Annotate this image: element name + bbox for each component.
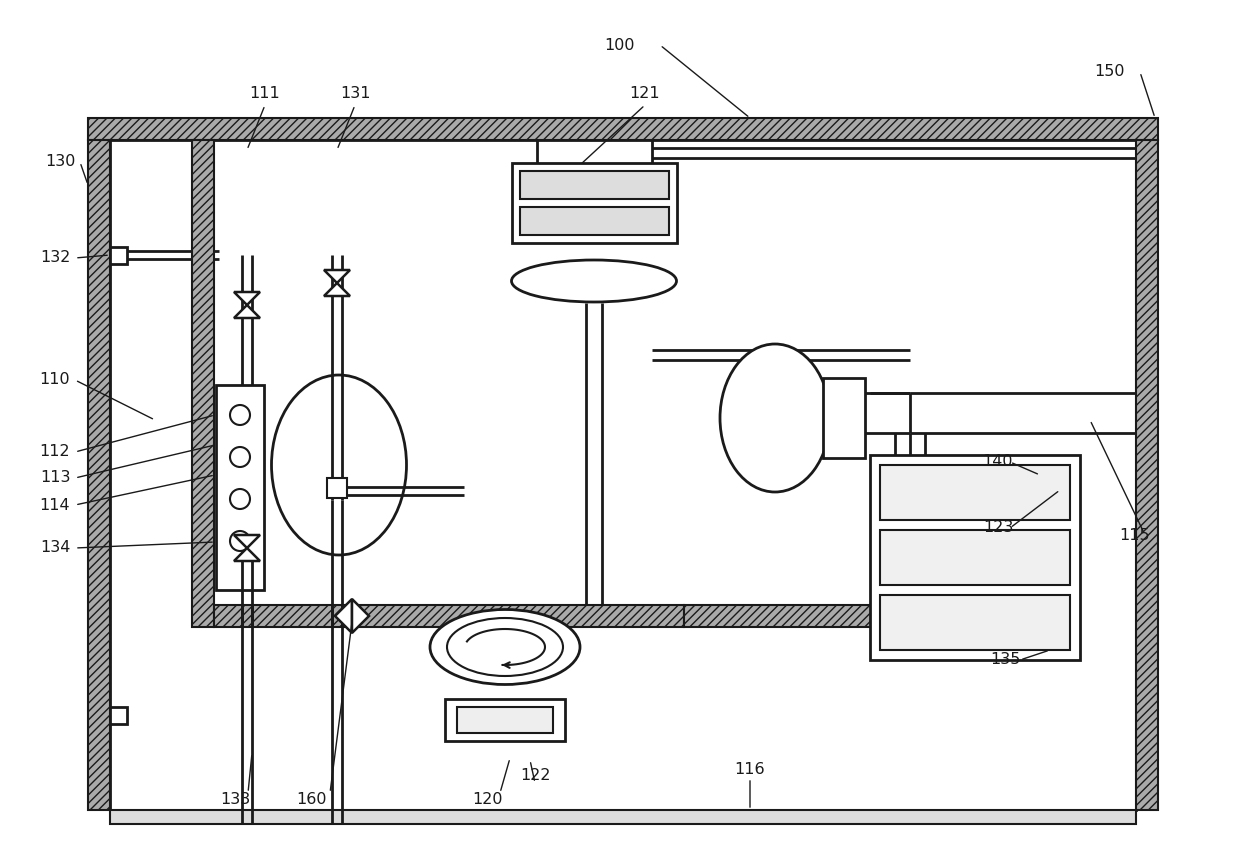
Bar: [880, 530, 1070, 585]
Bar: [684, 605, 901, 627]
Text: 130: 130: [45, 154, 76, 170]
Polygon shape: [324, 270, 350, 283]
Text: 122: 122: [520, 767, 551, 783]
Bar: [1136, 140, 1158, 810]
Ellipse shape: [446, 618, 563, 676]
Circle shape: [229, 531, 250, 551]
Bar: [110, 247, 126, 264]
Circle shape: [229, 447, 250, 467]
Bar: [512, 163, 677, 243]
Bar: [110, 707, 126, 724]
Polygon shape: [352, 599, 370, 633]
Text: 113: 113: [40, 471, 71, 486]
Text: 120: 120: [472, 792, 503, 807]
Bar: [823, 378, 866, 458]
Text: 135: 135: [990, 653, 1021, 668]
Bar: [870, 455, 1080, 660]
Polygon shape: [234, 292, 260, 305]
Circle shape: [229, 405, 250, 425]
Text: 114: 114: [40, 498, 71, 512]
Text: 150: 150: [1095, 64, 1125, 80]
Text: 140: 140: [983, 454, 1013, 470]
Polygon shape: [234, 548, 260, 561]
Bar: [88, 118, 1158, 140]
Polygon shape: [335, 599, 352, 633]
Bar: [520, 171, 670, 199]
Text: 115: 115: [1120, 527, 1151, 543]
Bar: [880, 595, 1070, 650]
Ellipse shape: [720, 344, 830, 492]
Bar: [445, 699, 565, 741]
Bar: [216, 385, 264, 590]
Text: 133: 133: [219, 792, 250, 807]
Polygon shape: [234, 305, 260, 318]
Ellipse shape: [430, 610, 580, 685]
Bar: [458, 707, 553, 733]
Text: 123: 123: [983, 520, 1013, 536]
Bar: [327, 478, 347, 498]
Bar: [88, 140, 110, 810]
Ellipse shape: [511, 260, 677, 302]
Text: 111: 111: [249, 86, 280, 101]
Ellipse shape: [272, 375, 407, 555]
Bar: [110, 810, 1136, 824]
Text: 132: 132: [40, 251, 71, 265]
Text: 121: 121: [630, 86, 661, 101]
Polygon shape: [234, 535, 260, 548]
Circle shape: [229, 489, 250, 509]
Text: 160: 160: [296, 792, 327, 807]
Bar: [520, 207, 670, 235]
Polygon shape: [324, 283, 350, 296]
Bar: [110, 140, 1136, 810]
Text: 112: 112: [40, 445, 71, 460]
Text: 134: 134: [40, 540, 71, 556]
Bar: [880, 465, 1070, 520]
Text: 100: 100: [605, 37, 635, 53]
Text: 116: 116: [734, 762, 765, 778]
Bar: [192, 140, 215, 627]
Text: 131: 131: [340, 86, 371, 101]
Text: 110: 110: [40, 373, 71, 388]
Bar: [215, 605, 684, 627]
